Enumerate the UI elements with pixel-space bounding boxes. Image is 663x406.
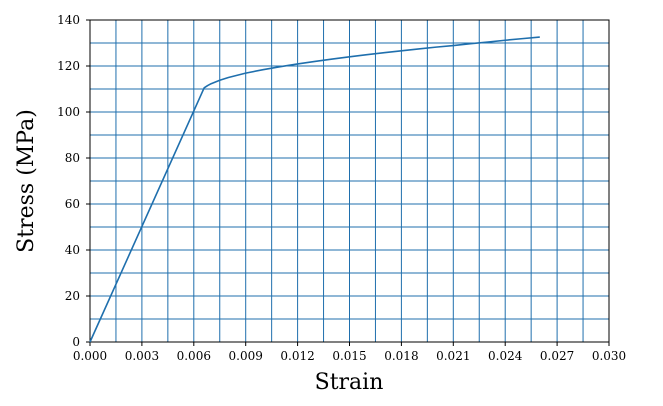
x-tick-label: 0.006 <box>177 349 211 363</box>
stress-strain-curve <box>89 36 540 343</box>
x-tick-label: 0.012 <box>280 349 314 363</box>
y-tick-label: 80 <box>65 151 80 165</box>
y-tick-label: 140 <box>57 13 80 27</box>
x-tick-label: 0.021 <box>436 349 470 363</box>
series-layer <box>89 36 540 343</box>
grid-layer <box>89 19 610 343</box>
y-tick-label: 100 <box>57 105 80 119</box>
x-tick-label: 0.015 <box>332 349 366 363</box>
tick-layer <box>86 19 610 346</box>
x-tick-label: 0.024 <box>488 349 523 363</box>
y-axis-title: Stress (MPa) <box>14 109 39 253</box>
x-axis-title: Strain <box>315 370 384 395</box>
label-layer: 0.000 0.003 0.006 0.009 0.012 0.015 0.018 0.021… <box>57 13 626 363</box>
y-tick-label: 40 <box>65 243 80 257</box>
x-tick-label: 0.000 <box>73 349 107 363</box>
y-tick-label: 0 <box>72 335 80 349</box>
x-tick-label: 0.018 <box>384 349 418 363</box>
x-tick-label: 0.027 <box>540 349 574 363</box>
x-tick-label: 0.003 <box>125 349 159 363</box>
x-tick-label: 0.030 <box>592 349 626 363</box>
y-tick-label: 60 <box>65 197 80 211</box>
y-tick-label: 120 <box>57 59 80 73</box>
x-tick-label: 0.009 <box>229 349 263 363</box>
y-tick-label: 20 <box>65 289 80 303</box>
